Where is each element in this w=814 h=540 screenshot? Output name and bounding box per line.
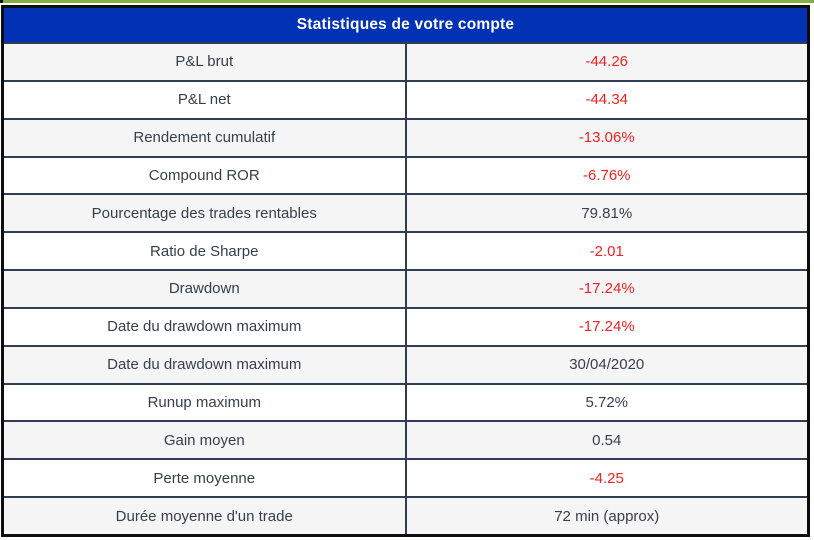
table-row: P&L brut -44.26 [4,42,807,80]
table-row: Drawdown -17.24% [4,269,807,307]
stat-value: 79.81% [581,204,633,222]
table-row: Perte moyenne -4.25 [4,458,807,497]
table-row: Date du drawdown maximum -17.24% [4,306,807,345]
stat-label: Drawdown [4,271,407,307]
table-row: Gain moyen 0.54 [4,420,807,459]
stat-value: -44.26 [585,53,629,71]
stat-value: -17.24% [578,318,635,336]
stat-value: 72 min (approx) [554,507,660,525]
stat-label: Pourcentage des trades rentables [4,195,407,232]
table-row: P&L net -44.34 [4,79,807,118]
stat-value: -2.01 [589,242,624,260]
stat-value: -4.25 [589,469,624,487]
stat-value: 5.72% [585,394,629,412]
stat-label: Gain moyen [4,422,407,459]
stat-label: Runup maximum [4,384,407,421]
stat-value: -17.24% [578,280,635,298]
account-stats-table: Statistiques de votre compte P&L brut -4… [1,5,810,537]
stat-label: Durée moyenne d'un trade [4,498,407,534]
stat-value: 30/04/2020 [569,356,645,374]
table-row: Ratio de Sharpe -2.01 [4,231,807,270]
table-row: Durée moyenne d'un trade 72 min (approx) [4,496,807,534]
stat-value: -13.06% [578,129,635,147]
stat-label: Perte moyenne [4,460,407,497]
table-body: P&L brut -44.26 P&L net -44.34 Rendement… [4,42,807,534]
table-row: Rendement cumulatif -13.06% [4,117,807,156]
top-left-notch [0,0,3,3]
stat-value: -6.76% [582,166,631,184]
table-row: Runup maximum 5.72% [4,382,807,421]
stat-label: P&L net [4,81,407,118]
stat-value: -44.34 [585,91,629,109]
stat-label: Rendement cumulatif [4,119,407,156]
table-title: Statistiques de votre compte [4,8,807,42]
stat-value: 0.54 [592,431,622,449]
green-top-strip [0,0,814,3]
stat-label: Ratio de Sharpe [4,233,407,270]
table-row: Compound ROR -6.76% [4,155,807,194]
table-row: Pourcentage des trades rentables 79.81% [4,193,807,232]
stat-label: Date du drawdown maximum [4,308,407,345]
table-row: Date du drawdown maximum 30/04/2020 [4,344,807,383]
stat-label: P&L brut [4,44,407,80]
stat-label: Date du drawdown maximum [4,346,407,383]
stat-label: Compound ROR [4,157,407,194]
